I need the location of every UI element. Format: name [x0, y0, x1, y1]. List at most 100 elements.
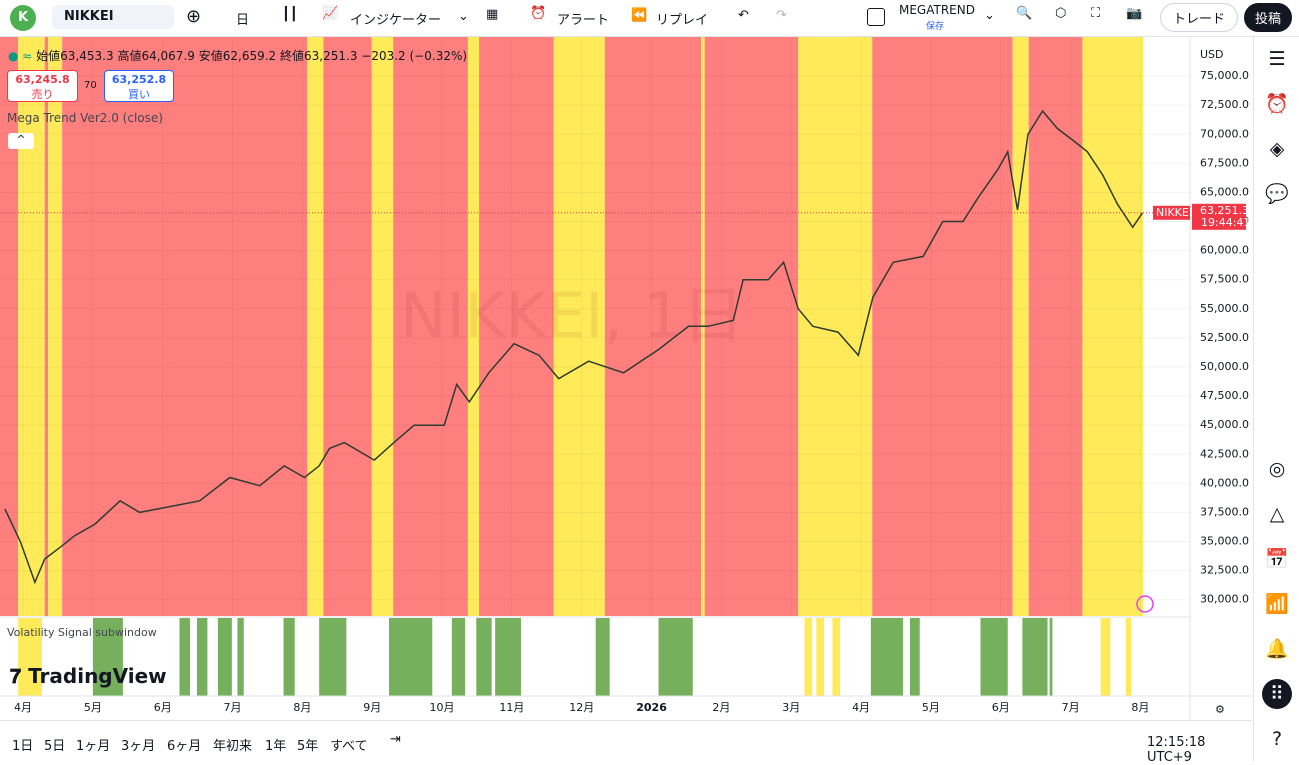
signal-band	[658, 618, 693, 696]
spread: 70	[84, 80, 97, 91]
signal-band	[595, 618, 610, 696]
range-button[interactable]: 年初来	[213, 739, 253, 754]
dropdown[interactable]: ⌄	[458, 9, 469, 24]
y-tick-label: 55,000.0	[1200, 302, 1249, 315]
x-tick-label: 6月	[992, 701, 1010, 714]
signal-band	[196, 618, 208, 696]
dropdown[interactable]: ⌄	[984, 8, 995, 23]
buy-price[interactable]: 63,252.8	[111, 73, 167, 86]
trend-band	[1028, 37, 1083, 616]
trend-band	[62, 37, 308, 616]
legend-label: 始値	[36, 49, 61, 63]
sidebar-icons[interactable]: ☰ ⏰ ◈ 💬	[1265, 48, 1289, 205]
y-tick-label: 40,000.0	[1200, 476, 1249, 489]
settings-gear: ⚙	[1215, 703, 1225, 716]
signal-band	[816, 618, 825, 696]
indicator-name: Mega Trend Ver2.0 (close)	[7, 111, 163, 125]
replay[interactable]: リプレイ	[656, 13, 709, 28]
brand-name: TradingView	[28, 664, 167, 688]
price-tag-value: 63,251.3	[1200, 204, 1249, 217]
trend-band	[1082, 37, 1144, 616]
range-button[interactable]: 6ヶ月	[167, 739, 202, 754]
signal-band	[495, 618, 521, 696]
range-button[interactable]: 5日	[44, 739, 66, 754]
trade-button[interactable]: トレード	[1160, 3, 1239, 32]
signal-band	[179, 618, 190, 696]
trend-band	[798, 37, 873, 616]
signal-band	[832, 618, 841, 696]
range-button[interactable]: 3ヶ月	[121, 739, 156, 754]
sell-price[interactable]: 63,245.8	[15, 73, 70, 86]
range-button[interactable]: すべて	[330, 739, 368, 754]
buy-label[interactable]: 買い	[128, 88, 150, 101]
legend-change: −203.2 (−0.32%)	[361, 49, 468, 63]
signal-band	[283, 618, 295, 696]
buy-button[interactable]: 63,252.8 買い	[104, 70, 174, 102]
countdown: 19:44:41	[1201, 216, 1250, 229]
alert-icon[interactable]: ⏰	[530, 6, 547, 21]
search[interactable]: 🔍	[1016, 6, 1033, 21]
signal-band	[1022, 618, 1048, 696]
layout-icon[interactable]	[867, 8, 885, 26]
x-tick-label: 12月	[569, 701, 594, 714]
symbol-box[interactable]	[52, 5, 174, 29]
trend-band	[1012, 37, 1029, 616]
indicators-icon[interactable]: 📈	[322, 6, 339, 21]
x-tick-label: 6月	[154, 701, 172, 714]
symbol[interactable]: NIKKEI	[64, 9, 114, 24]
range-button[interactable]: 1年	[265, 739, 287, 754]
trend-band	[323, 37, 372, 616]
layouts[interactable]: ▦	[486, 7, 499, 22]
range-button[interactable]: 1ヶ月	[76, 739, 111, 754]
replay-icon[interactable]: ⏪	[631, 8, 648, 23]
signal-band	[388, 618, 433, 696]
y-tick-label: 67,500.0	[1200, 156, 1249, 169]
range-button[interactable]: 5年	[297, 739, 319, 754]
y-tick-label: 47,500.0	[1200, 389, 1249, 402]
signal-band	[1125, 618, 1132, 696]
y-tick-label: 35,000.0	[1200, 535, 1249, 548]
x-tick-label: 5月	[922, 701, 940, 714]
chart-type[interactable]: ┃┃	[282, 7, 298, 22]
right-sidebar: ☰ ⏰ ◈ 💬 ◎ △ 📅 📶 🔔 ⠿?	[1253, 37, 1299, 761]
range-button[interactable]: 1日	[12, 739, 34, 754]
trend-band	[0, 37, 19, 616]
signal-band	[92, 618, 123, 696]
legend-value: 64,067.9	[141, 49, 195, 63]
legend-label: 高値	[117, 49, 142, 63]
layout-name[interactable]: MEGATREND	[899, 3, 975, 17]
x-tick-label: 2026	[636, 701, 667, 714]
layout-status: 保存	[926, 22, 945, 32]
x-tick-label: 11月	[499, 701, 524, 714]
flash-icon	[1136, 595, 1154, 613]
y-tick-label: 65,000.0	[1200, 185, 1249, 198]
price-tag	[1192, 203, 1246, 230]
undo[interactable]: ↶	[738, 8, 749, 23]
indicators[interactable]: インジケーター	[350, 13, 442, 28]
legend-value: 63,251.3	[304, 49, 358, 63]
chart: 30,000.0 32,500.0 35,000.0 37,500.0 40,000.0…	[0, 37, 1252, 720]
interval[interactable]: 日	[236, 13, 250, 28]
legend: ● ≈ 始値63,453.3 高値64,067.9 安値62,659.2 終値6…	[8, 47, 467, 64]
redo[interactable]: ↷	[776, 8, 787, 23]
snapshot[interactable]: 📷	[1126, 6, 1143, 21]
add-symbol[interactable]: ⊕	[186, 6, 202, 27]
sell-button[interactable]: 63,245.8 売り	[7, 70, 78, 102]
signal-band	[870, 618, 903, 696]
sidebar-icons[interactable]: ◎ △ 📅 📶 🔔 ⠿?	[1254, 447, 1299, 762]
y-tick-label: 75,000.0	[1200, 69, 1249, 82]
date-range[interactable]: ⇥	[390, 732, 401, 747]
avatar[interactable]: K	[10, 5, 36, 31]
trend-band	[604, 37, 702, 616]
sell-label[interactable]: 売り	[31, 88, 54, 101]
signal-band	[1100, 618, 1111, 696]
currency: USD	[1200, 48, 1224, 61]
fullscreen[interactable]: ⛶	[1091, 6, 1101, 21]
settings[interactable]: ⬡	[1055, 6, 1067, 21]
publish-button[interactable]: 投稿	[1244, 3, 1293, 32]
brand: 𝟕 TradingView	[10, 664, 167, 688]
collapse[interactable]: ^	[8, 133, 34, 149]
trend-band	[307, 37, 324, 616]
alert[interactable]: アラート	[557, 13, 610, 28]
trend-band	[48, 37, 63, 616]
